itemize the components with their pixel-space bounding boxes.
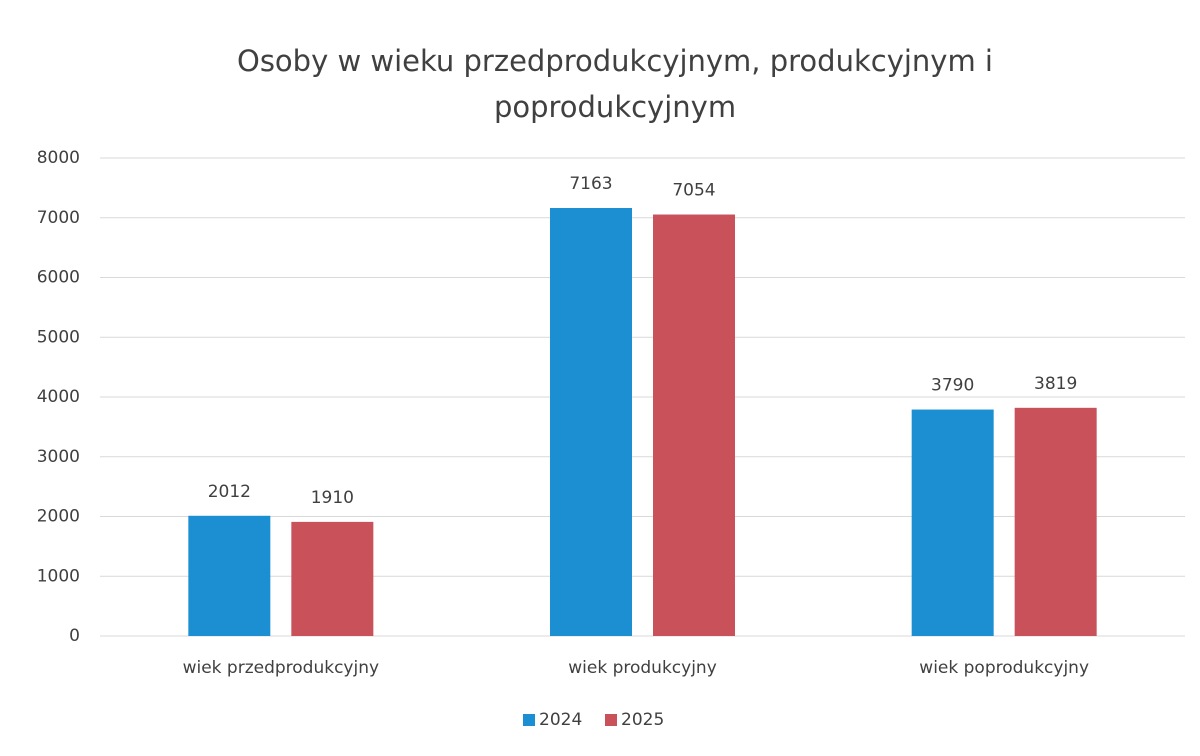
x-tick-label: wiek produkcyjny — [568, 658, 717, 678]
data-label: 2012 — [208, 482, 251, 502]
data-label: 3819 — [1034, 374, 1077, 394]
bar — [188, 515, 271, 636]
data-label: 3790 — [931, 376, 974, 396]
data-label: 7054 — [672, 181, 715, 201]
y-tick-label: 6000 — [37, 268, 80, 288]
y-tick-label: 3000 — [37, 447, 80, 467]
x-tick-label: wiek przedprodukcyjny — [183, 658, 379, 678]
y-tick-label: 0 — [69, 626, 80, 646]
legend-swatch — [605, 714, 617, 726]
chart-title: Osoby w wieku przedprodukcyjnym, produkc… — [237, 44, 993, 124]
data-label: 7163 — [569, 174, 612, 194]
y-tick-label: 5000 — [37, 327, 80, 347]
x-tick-label: wiek poprodukcyjny — [919, 658, 1089, 678]
y-tick-label: 7000 — [37, 208, 80, 228]
legend-label: 2025 — [621, 710, 664, 730]
data-label: 1910 — [311, 488, 354, 508]
legend-label: 2024 — [539, 710, 582, 730]
y-tick-label: 1000 — [37, 566, 80, 586]
y-tick-label: 2000 — [37, 507, 80, 527]
bar — [1014, 407, 1097, 636]
bar — [911, 409, 994, 636]
bar — [550, 208, 632, 637]
bar — [291, 521, 374, 636]
legend-swatch — [523, 714, 535, 726]
bar — [653, 214, 735, 636]
y-tick-label: 4000 — [37, 387, 80, 407]
y-tick-label: 8000 — [37, 148, 80, 168]
